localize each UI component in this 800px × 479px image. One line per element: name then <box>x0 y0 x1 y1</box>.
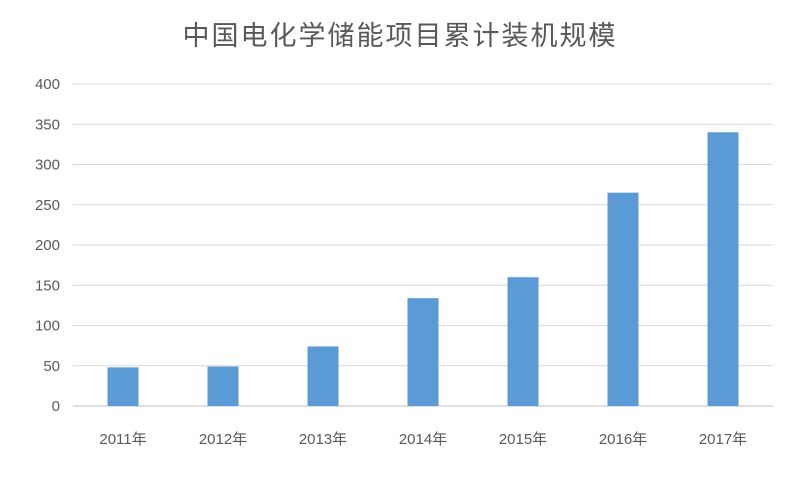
x-category-label: 2017年 <box>699 431 747 448</box>
bar <box>407 298 439 406</box>
y-axis-ticks: 0 50 100 150 200 250 300 350 400 <box>35 76 60 415</box>
y-tick-label: 300 <box>35 157 60 174</box>
y-tick-label: 150 <box>35 277 60 294</box>
y-tick-label: 250 <box>35 197 60 214</box>
x-category-label: 2012年 <box>199 431 247 448</box>
x-category-label: 2013年 <box>299 431 347 448</box>
x-axis-categories: 2011年 2012年 2013年 2014年 2015年 2016年 2017年 <box>99 431 747 448</box>
y-tick-label: 100 <box>35 318 60 335</box>
y-tick-label: 400 <box>35 76 60 93</box>
y-tick-label: 350 <box>35 116 60 133</box>
x-category-label: 2011年 <box>99 431 146 448</box>
x-category-label: 2016年 <box>599 431 647 448</box>
bar <box>707 132 739 407</box>
bar <box>607 192 639 406</box>
bar <box>507 277 539 406</box>
y-tick-label: 0 <box>52 398 60 415</box>
y-tick-label: 50 <box>43 358 60 375</box>
x-category-label: 2014年 <box>399 431 447 448</box>
x-category-label: 2015年 <box>499 431 547 448</box>
bars <box>107 132 739 407</box>
y-tick-label: 200 <box>35 237 60 254</box>
bar <box>107 367 139 406</box>
chart-title: 中国电化学储能项目累计装机规模 <box>182 21 618 52</box>
bar <box>307 346 339 406</box>
bar <box>207 366 239 406</box>
